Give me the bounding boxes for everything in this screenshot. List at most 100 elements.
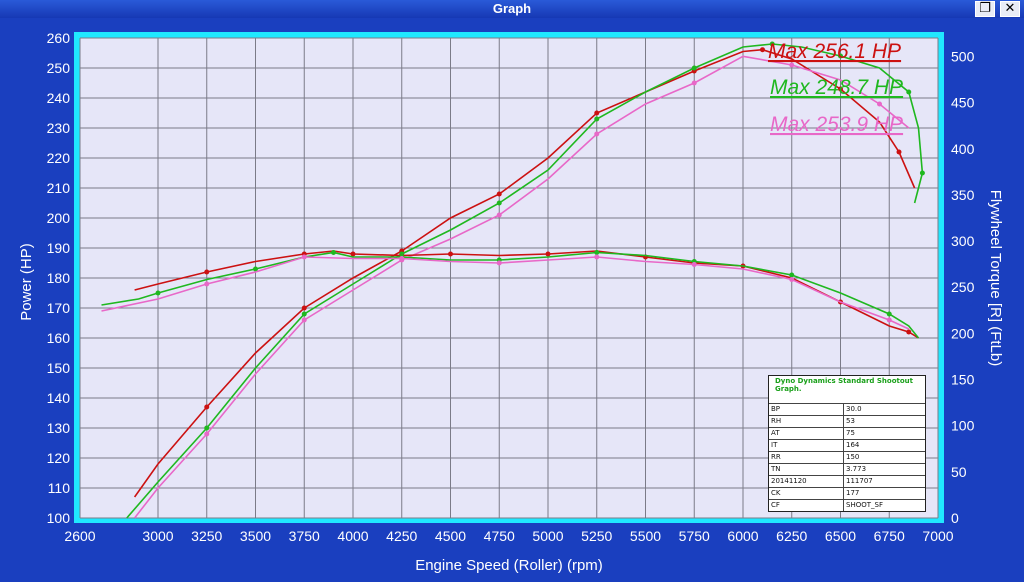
info-value: 164 [846, 441, 860, 449]
series-lines [101, 41, 925, 519]
series-point [789, 277, 795, 282]
y-tick-label: 100 [47, 510, 71, 526]
window-title: Graph [492, 1, 532, 16]
series-point [789, 272, 795, 278]
y2-tick-label: 450 [951, 95, 975, 111]
info-value: SHOOT_SF [846, 501, 883, 509]
series-point [919, 170, 925, 176]
close-button[interactable]: ✕ [1000, 1, 1020, 17]
series-point [496, 260, 502, 266]
y2-tick-label: 50 [951, 464, 967, 480]
info-panel-row: 20141120 111707 [769, 476, 925, 488]
y-tick-label: 190 [47, 240, 71, 256]
series-point [545, 251, 551, 257]
series-point [301, 317, 307, 323]
info-panel-rows: BP 30.0 RH 53 AT 75 IT 164 RR 150 TN 3.773 20141120 1… [769, 404, 925, 511]
series-point [594, 254, 600, 260]
series-point [496, 191, 502, 197]
series-point [496, 212, 502, 218]
series-point [769, 41, 775, 47]
x-tick-label: 5000 [532, 528, 563, 544]
series-point [253, 266, 258, 272]
info-panel: Dyno Dynamics Standard Shootout Graph. B… [768, 375, 926, 512]
x-tick-label: 3250 [191, 528, 222, 544]
info-key: TN [769, 464, 844, 475]
info-key: IT [769, 440, 844, 451]
info-panel-row: RH 53 [769, 416, 925, 428]
x-tick-label: 3500 [240, 528, 271, 544]
legend-pink: Max 253.9 HP [770, 113, 903, 136]
info-key: CK [769, 488, 844, 499]
x-tick-label: 4750 [484, 528, 515, 544]
axes: 2600 3000 3250 3500 3750 4000 4250 4500 4750 5000… [47, 30, 975, 544]
title-bar: Graph ❐ ✕ [0, 0, 1024, 18]
info-value: 30.0 [846, 405, 862, 413]
series-line [101, 256, 910, 330]
y2-tick-label: 0 [951, 510, 959, 526]
info-key: RH [769, 416, 844, 427]
series-point [350, 251, 356, 257]
x-tick-label: 2600 [64, 528, 95, 544]
y2-tick-label: 200 [951, 325, 975, 341]
series-point [906, 329, 912, 335]
series-point [204, 269, 210, 275]
series-point [760, 47, 765, 53]
restore-button[interactable]: ❐ [975, 1, 995, 17]
series-point [301, 305, 307, 311]
series-point [886, 317, 892, 323]
x-tick-label: 3750 [289, 528, 320, 544]
info-panel-row: CF SHOOT_SF [769, 500, 925, 511]
info-value: 3.773 [846, 465, 867, 473]
y2-tick-label: 300 [951, 233, 975, 249]
y-tick-label: 120 [47, 450, 71, 466]
series-point [691, 262, 697, 267]
y2-tick-label: 150 [951, 372, 975, 388]
close-icon: ✕ [1004, 1, 1016, 16]
y-tick-label: 140 [47, 390, 71, 406]
info-panel-row: RR 150 [769, 452, 925, 464]
series-point [301, 311, 307, 317]
y2-axis-label: Flywheel Torque [R] (FtLb) [987, 190, 1004, 366]
y-tick-label: 150 [47, 360, 71, 376]
y-tick-label: 170 [47, 300, 71, 316]
series-point [594, 131, 600, 137]
y2-tick-label: 350 [951, 187, 975, 203]
x-tick-label: 4000 [337, 528, 368, 544]
info-key: CF [769, 500, 844, 511]
info-value: 177 [846, 489, 860, 497]
series-point [399, 256, 405, 261]
series-point [496, 200, 502, 206]
info-key: AT [769, 428, 844, 439]
series-point [594, 110, 600, 116]
series-point [886, 311, 892, 317]
series-line [133, 48, 916, 498]
x-tick-label: 6500 [825, 528, 856, 544]
y-tick-label: 230 [47, 120, 71, 136]
info-panel-row: CK 177 [769, 488, 925, 500]
x-tick-label: 5750 [679, 528, 710, 544]
info-key: 20141120 [769, 476, 844, 487]
y-tick-label: 200 [47, 210, 71, 226]
y2-tick-label: 100 [951, 418, 975, 434]
restore-icon: ❐ [979, 1, 991, 16]
y-tick-label: 110 [48, 480, 71, 496]
series-point [594, 250, 600, 255]
series-point [896, 149, 902, 155]
series-point [691, 80, 697, 86]
info-value: 75 [846, 429, 855, 437]
series-point [204, 425, 210, 431]
info-panel-row: TN 3.773 [769, 464, 925, 476]
series-line [126, 43, 924, 519]
series-point [691, 65, 697, 71]
series-point [204, 404, 210, 410]
legend-green: Max 248.7 HP [770, 76, 903, 99]
y-tick-label: 260 [47, 30, 71, 46]
info-panel-row: IT 164 [769, 440, 925, 452]
x-tick-label: 5500 [630, 528, 661, 544]
y-tick-label: 250 [47, 60, 71, 76]
y2-tick-label: 250 [951, 279, 975, 295]
series-point [838, 53, 843, 59]
series-line [133, 55, 910, 519]
series-point [877, 101, 882, 107]
info-panel-row: AT 75 [769, 428, 925, 440]
